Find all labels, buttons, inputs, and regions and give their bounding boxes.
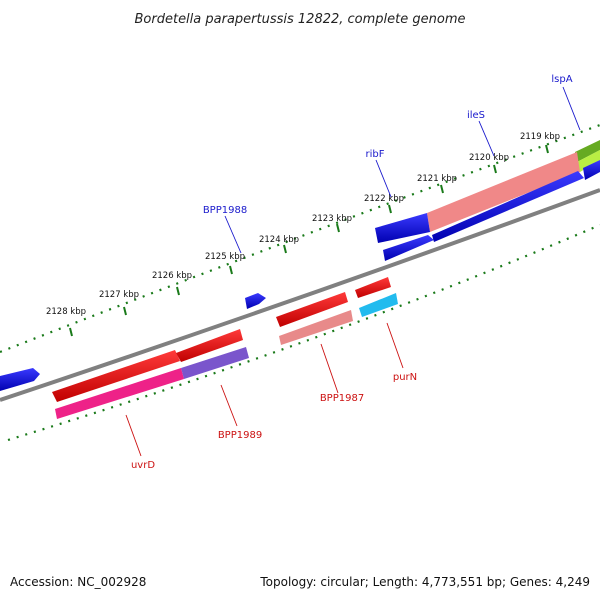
gene-label-lspA: lspA [551,74,572,85]
lower-tick-ruler [7,223,600,442]
forward-genes [0,140,600,391]
gene-ribF[interactable] [375,213,430,243]
tick-label: 2121 kbp [417,174,457,184]
tick-labels: 2119 kbp 2120 kbp 2121 kbp 2122 kbp 2123… [46,132,560,317]
gene-BPP1988[interactable] [245,293,266,309]
gene-label-BPP1988: BPP1988 [203,205,247,216]
gene-left-edge[interactable] [0,368,40,391]
genome-summary-text: Topology: circular; Length: 4,773,551 bp… [259,575,590,589]
tick-label: 2126 kbp [152,271,192,281]
gene-forward-segment[interactable] [583,160,600,180]
tick-label: 2119 kbp [520,132,560,142]
gene-red-segment[interactable] [176,329,243,362]
tick-label: 2125 kbp [205,252,245,262]
gene-ileS[interactable] [427,152,580,232]
tick-label: 2122 kbp [364,194,404,204]
gene-forward-segment[interactable] [432,171,584,242]
tick-label: 2124 kbp [259,235,299,245]
gene-red-segment[interactable] [276,292,348,327]
gene-red-segment[interactable] [355,277,391,298]
gene-forward-segment[interactable] [383,235,434,261]
gene-BPP1987[interactable] [279,310,353,345]
genome-backbone [0,188,600,402]
gene-label-ribF: ribF [366,149,385,160]
tick-label: 2127 kbp [99,290,139,300]
major-ticks-upper [69,144,549,337]
gene-uvrD[interactable] [55,368,184,419]
gene-label-BPP1989: BPP1989 [218,430,262,441]
tick-label: 2120 kbp [469,153,509,163]
reverse-genes [52,277,398,419]
gene-label-ileS: ileS [467,110,485,121]
gene-label-uvrD: uvrD [131,460,155,471]
gene-labels: lspA ileS ribF BPP1988 BPP1987 purN BPP1… [131,74,573,471]
gene-lspA-lower[interactable] [577,150,600,172]
gene-label-BPP1987: BPP1987 [320,393,364,404]
map-title: Bordetella parapertussis 12822, complete… [135,12,466,27]
accession-text: Accession: NC_002928 [10,575,146,589]
gene-BPP1989[interactable] [181,347,249,379]
gene-uvrD-red[interactable] [52,350,180,402]
tick-label: 2123 kbp [312,214,352,224]
gene-label-purN: purN [393,372,417,383]
leader-lines [125,86,581,457]
gene-purN[interactable] [359,293,398,317]
tick-label: 2128 kbp [46,307,86,317]
upper-tick-ruler [0,123,600,354]
gene-lspA[interactable] [575,140,600,162]
